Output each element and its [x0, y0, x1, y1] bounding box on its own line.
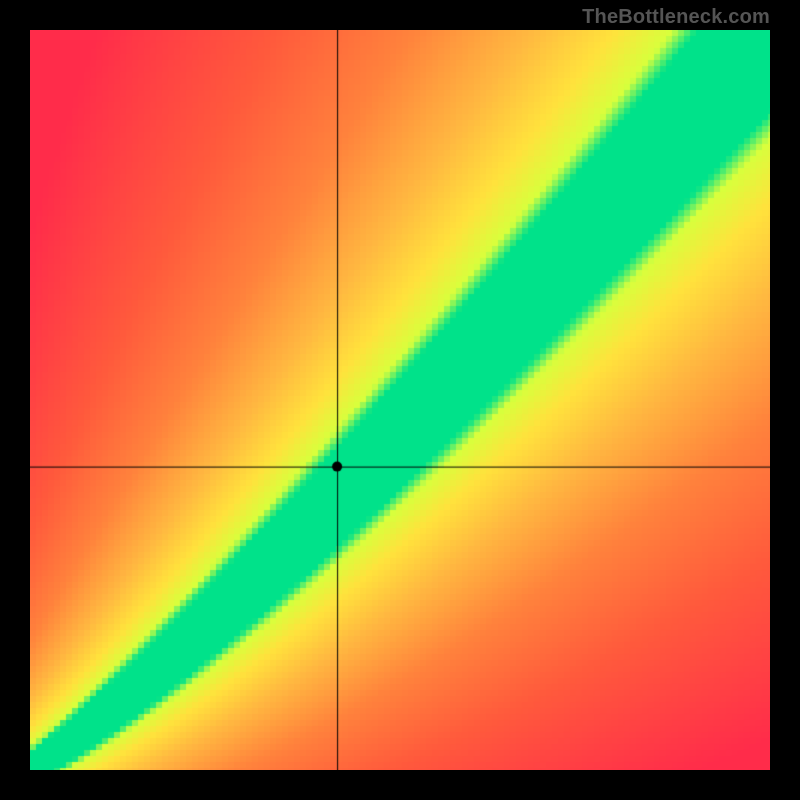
chart-frame: TheBottleneck.com: [0, 0, 800, 800]
bottleneck-heatmap: [30, 30, 770, 770]
watermark-text: TheBottleneck.com: [582, 6, 770, 29]
